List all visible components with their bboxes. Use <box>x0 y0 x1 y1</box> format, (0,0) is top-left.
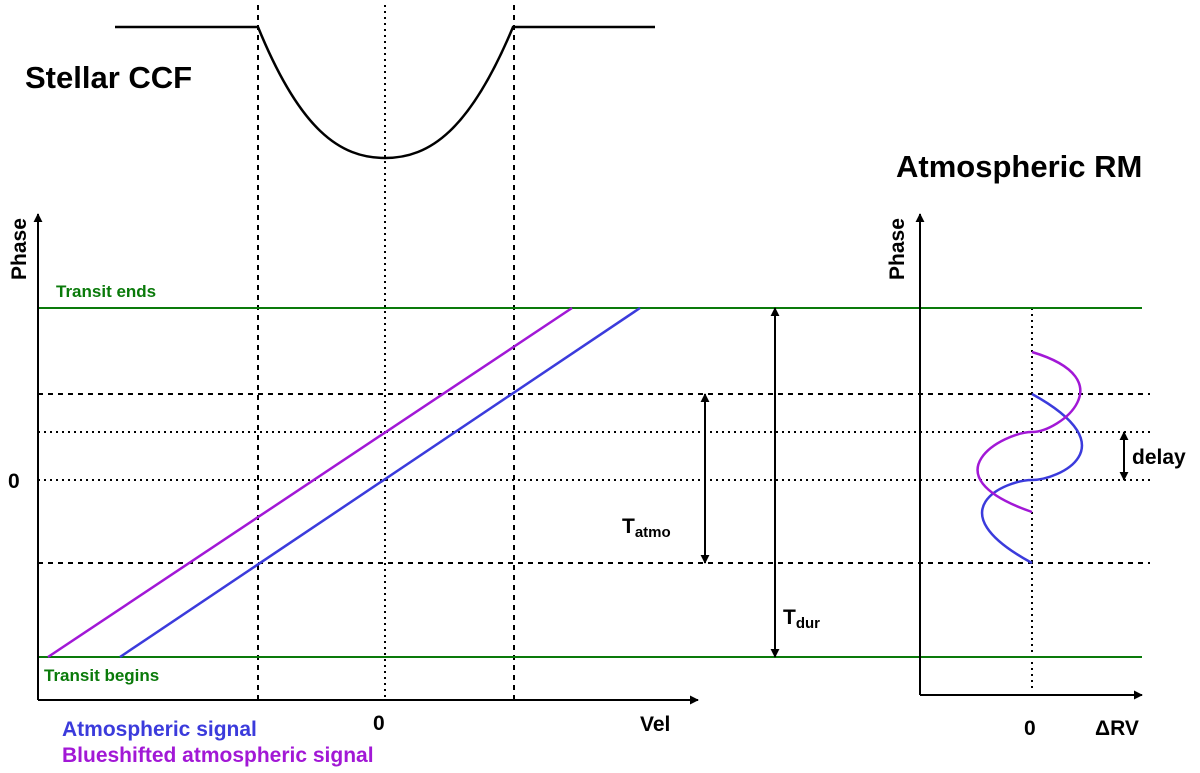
blueshifted-signal-line <box>47 306 573 659</box>
rm-blueshifted-curve <box>976 350 1082 514</box>
atmospheric-rm-title: Atmospheric RM <box>896 149 1142 184</box>
t-dur-subscript: dur <box>796 615 820 632</box>
left-phase-axis-label: Phase <box>8 218 31 280</box>
t-atmo-main: T <box>622 515 635 538</box>
t-atmo-label: Tatmo <box>622 515 671 541</box>
left-x-zero-tick: 0 <box>373 712 385 735</box>
t-dur-main: T <box>783 606 796 629</box>
delta-rv-axis-label: ΔRV <box>1095 717 1139 740</box>
right-phase-axis-label: Phase <box>886 218 909 280</box>
vel-axis-label: Vel <box>640 713 670 736</box>
stellar-ccf-title: Stellar CCF <box>25 60 192 95</box>
t-atmo-subscript: atmo <box>635 524 671 541</box>
legend-blueshifted-signal: Blueshifted atmospheric signal <box>62 744 374 767</box>
legend-atmospheric-signal: Atmospheric signal <box>62 718 257 741</box>
transit-ends-label: Transit ends <box>56 282 156 301</box>
left-y-zero-tick: 0 <box>8 470 20 493</box>
right-x-zero-tick: 0 <box>1024 717 1036 740</box>
stellar-ccf-curve <box>115 25 655 160</box>
rm-atmospheric-curve <box>980 392 1084 565</box>
delay-label: delay <box>1132 446 1186 469</box>
atmospheric-signal-line <box>119 306 641 659</box>
transit-begins-label: Transit begins <box>44 666 159 685</box>
t-dur-label: Tdur <box>783 606 820 632</box>
